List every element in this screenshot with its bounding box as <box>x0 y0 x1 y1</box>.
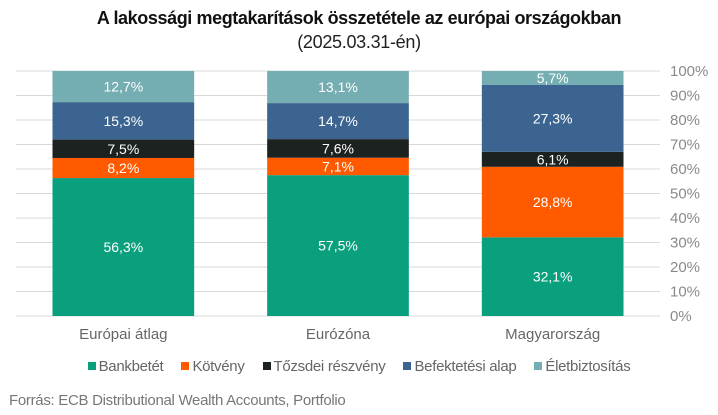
bar-segment <box>481 237 624 316</box>
data-label: 6,1% <box>537 151 569 167</box>
legend-swatch <box>181 362 190 370</box>
y-tick-label: 70% <box>670 137 700 154</box>
legend-swatch <box>262 362 271 370</box>
bar-segment <box>481 71 624 85</box>
x-tick-label: Eurózóna <box>306 326 371 343</box>
bar-segment <box>52 157 195 179</box>
data-label: 7,6% <box>322 140 354 156</box>
legend: Bankbetét Kötvény Tőzsdei részvény Befektet… <box>0 358 718 375</box>
y-tick-label: 60% <box>670 161 700 178</box>
bar-segment <box>52 71 195 103</box>
bar-segment <box>267 175 409 316</box>
source-note: Forrás: ECB Distributional Wealth Accoun… <box>9 392 346 409</box>
legend-swatch <box>87 362 96 370</box>
y-tick-label: 80% <box>670 112 700 129</box>
bar-segment <box>481 151 624 167</box>
x-tick-label: Magyarország <box>505 326 600 343</box>
bar-segment <box>52 139 195 158</box>
data-label: 27,3% <box>533 110 573 126</box>
legend-item: Tőzsdei részvény <box>262 358 386 375</box>
legend-label: Életbiztosítás <box>545 358 631 375</box>
y-tick-label: 10% <box>670 284 700 301</box>
data-label: 15,3% <box>103 113 143 129</box>
y-tick-label: 50% <box>670 186 700 203</box>
data-label: 28,8% <box>533 194 573 210</box>
data-label: 57,5% <box>318 238 358 254</box>
y-tick-label: 20% <box>670 259 700 276</box>
data-label: 7,5% <box>107 141 139 157</box>
legend-item: Kötvény <box>181 358 245 375</box>
legend-swatch <box>534 362 543 370</box>
bar-segment <box>267 103 409 140</box>
data-label: 56,3% <box>103 239 143 255</box>
legend-label: Bankbetét <box>98 358 164 375</box>
legend-item: Életbiztosítás <box>534 358 631 375</box>
chart-title: A lakossági megtakarítások összetétele a… <box>96 8 622 28</box>
legend-item: Bankbetét <box>87 358 164 375</box>
data-label: 8,2% <box>107 160 139 176</box>
data-label: 7,1% <box>322 158 354 174</box>
legend-label: Kötvény <box>192 358 245 375</box>
bar-segment <box>52 102 195 140</box>
y-tick-label: 40% <box>670 210 700 227</box>
bar-segment <box>267 71 409 104</box>
legend-item: Befektetési alap <box>403 358 517 375</box>
bar-segment <box>267 139 409 158</box>
data-label: 13,1% <box>318 79 358 95</box>
data-label: 32,1% <box>533 269 573 285</box>
bar-segment <box>481 84 624 152</box>
y-tick-label: 0% <box>670 308 692 325</box>
y-tick-label: 30% <box>670 235 700 252</box>
data-label: 12,7% <box>103 79 143 95</box>
data-label: 5,7% <box>537 70 569 86</box>
y-tick-label: 90% <box>670 88 700 105</box>
x-tick-label: Európai átlag <box>79 326 167 343</box>
legend-swatch <box>403 362 412 370</box>
bar-segment <box>52 178 195 316</box>
y-tick-label: 100% <box>670 63 708 80</box>
bar-segment <box>481 166 624 238</box>
legend-label: Befektetési alap <box>414 358 517 375</box>
data-label: 14,7% <box>318 113 358 129</box>
legend-label: Tőzsdei részvény <box>273 358 386 375</box>
chart-subtitle: (2025.03.31-én) <box>297 32 421 52</box>
bar-segment <box>267 157 409 176</box>
